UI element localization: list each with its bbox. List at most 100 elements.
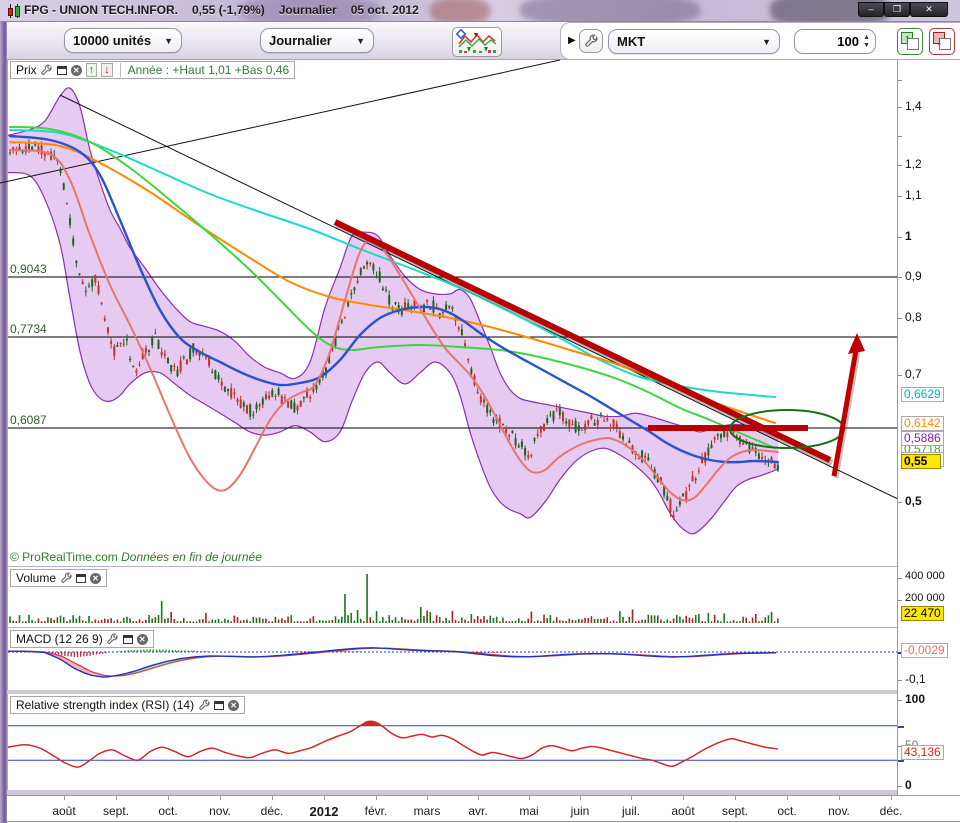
month-label: févr. <box>364 804 388 818</box>
axis-tick <box>898 375 902 376</box>
wrench-icon[interactable] <box>198 699 210 711</box>
buy-button[interactable]: ↑ <box>897 28 923 55</box>
month-label: août <box>671 804 695 818</box>
ma-long-cyan <box>9 129 776 398</box>
month-label: sept. <box>721 804 749 818</box>
wrench-icon <box>584 34 598 47</box>
wrench-icon[interactable] <box>107 633 119 645</box>
price-chart-canvas[interactable] <box>0 59 901 566</box>
close-button[interactable]: ✕ <box>910 2 948 17</box>
rsi-axis-label: 100 <box>905 692 926 706</box>
month-label: oct. <box>777 804 797 818</box>
chevron-down-icon: ▼ <box>762 36 771 47</box>
rsi-line <box>7 720 779 768</box>
ma-blue <box>8 134 780 464</box>
axis-tick <box>898 80 902 81</box>
month-tick <box>891 796 892 800</box>
axis-label: 0,5 <box>905 494 922 508</box>
sell-arrow-icon: ↓ <box>936 33 943 48</box>
maximize-button[interactable]: ❒ <box>884 2 910 17</box>
wrench-icon[interactable] <box>60 572 72 584</box>
axis-tick <box>898 502 902 503</box>
sell-button[interactable]: ↓ <box>929 28 955 55</box>
macd-panel-title: MACD (12 26 9) <box>16 632 103 646</box>
rsi-axis-label: 0 <box>905 778 912 792</box>
macd-chart-canvas[interactable] <box>7 628 897 690</box>
month-tick <box>631 796 632 800</box>
copyright-text: © ProRealTime.com <box>10 550 118 564</box>
detach-window-icon[interactable] <box>122 634 133 644</box>
buy-arrow-icon: ↑ <box>904 31 911 46</box>
month-label: oct. <box>158 804 178 818</box>
title-bar[interactable]: FPG - UNION TECH.INFOR. 0,55 (-1,79%) Jour… <box>0 0 960 22</box>
month-tick <box>735 796 736 800</box>
timeframe-dropdown[interactable]: Journalier ▼ <box>260 28 374 53</box>
stepper-arrows-icon[interactable]: ▲ ▼ <box>863 34 870 49</box>
move-down-icon[interactable]: ↓ <box>101 63 113 77</box>
macd-axis-label: -0,1 <box>905 672 926 686</box>
axis-tick <box>898 136 902 137</box>
quantity-dropdown-label: 10000 unités <box>73 33 152 48</box>
month-tick <box>324 796 325 800</box>
axis-label: 1,1 <box>905 188 922 202</box>
volume-chart-canvas[interactable] <box>7 567 897 627</box>
price-tag: 0,55 <box>901 454 941 469</box>
close-icon[interactable]: ✕ <box>136 633 148 645</box>
detach-window-icon[interactable] <box>76 573 87 583</box>
red-arrow-shaft <box>831 349 859 477</box>
detach-window-icon[interactable] <box>56 65 67 75</box>
close-icon[interactable]: ✕ <box>70 64 82 76</box>
move-up-icon[interactable]: ↑ <box>85 63 98 77</box>
rsi-panel-title: Relative strength index (RSI) (14) <box>16 698 195 712</box>
ma-salmon <box>9 149 779 502</box>
copyright-note: © ProRealTime.com Données en fin de jour… <box>10 550 262 564</box>
month-tick <box>580 796 581 800</box>
volume-tag: 22 470 <box>901 606 944 621</box>
rsi-panel-header: Relative strength index (RSI) (14) ✕ <box>10 696 246 714</box>
title-date: 05 oct. 2012 <box>350 3 419 17</box>
macd-panel-header: MACD (12 26 9) ✕ <box>10 630 154 648</box>
wrench-icon[interactable] <box>41 64 53 76</box>
axis-label: 0,9 <box>905 269 922 283</box>
rsi-chart-canvas[interactable] <box>7 694 897 790</box>
axis-label: 0,8 <box>905 310 922 324</box>
ma-green <box>9 126 776 449</box>
month-tick <box>478 796 479 800</box>
quantity-dropdown[interactable]: 10000 unités ▼ <box>64 28 182 53</box>
right-axis[interactable]: 1,4 1,2 1,1 1 0,9 0,8 0,7 0,5 0,6629 0,6142 0,5886… <box>897 60 960 795</box>
red-arrow-head <box>848 333 865 354</box>
time-axis[interactable]: août sept. oct. nov. déc. 2012 févr. mars avr. ma… <box>7 795 960 822</box>
axis-label: 1,2 <box>905 157 922 171</box>
app-icon <box>7 4 21 18</box>
account-dropdown[interactable]: MKT ▼ <box>608 29 780 54</box>
month-tick <box>529 796 530 800</box>
macd-tag: -0,0029 <box>901 643 948 658</box>
red-trendline <box>333 219 832 463</box>
month-tick <box>376 796 377 800</box>
month-tick <box>683 796 684 800</box>
order-quantity-stepper[interactable]: 100 ▲ ▼ <box>794 29 876 54</box>
month-label: nov. <box>828 804 850 818</box>
month-label: 2012 <box>309 804 339 819</box>
close-icon[interactable]: ✕ <box>228 699 240 711</box>
axis-tick <box>898 196 902 197</box>
month-label: mars <box>413 804 441 818</box>
bollinger-lower-line <box>7 171 779 535</box>
price-panel-header: Prix ✕ ↑ ↓ Année : +Haut 1,01 +Bas 0,46 <box>10 61 296 79</box>
detach-window-icon[interactable] <box>214 700 225 710</box>
axis-label: 1 <box>905 229 912 243</box>
volume-axis-label: 200 000 <box>905 592 945 604</box>
axis-tick <box>898 318 902 319</box>
month-tick <box>168 796 169 800</box>
settings-wrench-button[interactable] <box>579 29 603 53</box>
chart-style-button[interactable] <box>452 27 502 57</box>
rsi-level-tick <box>898 760 904 762</box>
axis-label: 0,7 <box>905 367 922 381</box>
expand-arrow-button[interactable]: ▶ <box>568 35 576 46</box>
timeframe-dropdown-label: Journalier <box>269 33 332 48</box>
close-icon[interactable]: ✕ <box>90 572 102 584</box>
minimize-button[interactable]: – <box>858 2 884 17</box>
macd-panel <box>7 628 897 690</box>
price-level-label: 0,9043 <box>10 262 47 276</box>
